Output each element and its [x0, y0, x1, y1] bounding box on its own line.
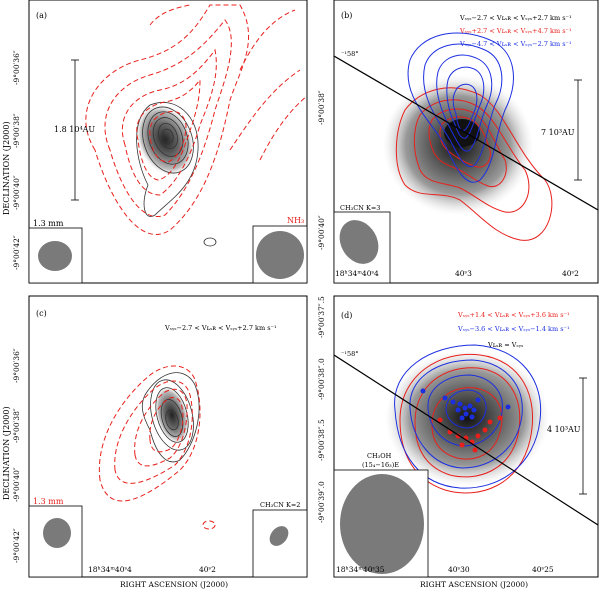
position-angle-line — [334, 354, 598, 526]
panel-b-frame — [333, 0, 599, 284]
svg-text:40ˢ30: 40ˢ30 — [448, 565, 470, 574]
continuum-contours — [136, 102, 217, 247]
panel-label: (a) — [36, 11, 47, 20]
scale-bar — [579, 377, 587, 495]
position-angle-label: ⁻¹58° — [341, 350, 359, 358]
legend-item: Vₛᵧₛ−2.7 < Vʟₛʀ < Vₛᵧₛ+2.7 km s⁻¹ — [459, 14, 572, 22]
beam-label-left: 1.3 mm — [33, 497, 64, 506]
svg-text:18ʰ34ᵐ40ˢ35: 18ʰ34ᵐ40ˢ35 — [336, 565, 385, 574]
panel-b: (b) Vₛᵧₛ−2.7 < Vʟₛʀ < Vₛᵧₛ+2.7 km s⁻¹ Vₛ… — [317, 0, 599, 284]
svg-text:-9°00′42″: -9°00′42″ — [12, 528, 21, 563]
legend-item: Vₛᵧₛ−4.7 < Vʟₛʀ < Vₛᵧₛ−2.7 km s⁻¹ — [459, 40, 572, 48]
continuum-map — [154, 385, 190, 445]
scale-bar — [574, 79, 582, 181]
legend-item: Vₛᵧₛ+1.4 < Vʟₛʀ < Vₛᵧₛ+3.6 km s⁻¹ — [457, 311, 570, 319]
beam-label: CH₃OH — [367, 452, 392, 460]
y-ticks: -9°00′37″.5 -9°00′38″.0 -9°00′38″.5 -9°0… — [317, 296, 326, 523]
svg-text:-9°00′40″: -9°00′40″ — [12, 467, 21, 502]
x-ticks: 18ʰ34ᵐ40ˢ4 40ˢ2 — [88, 565, 216, 574]
svg-text:18ʰ34ᵐ40ˢ4: 18ʰ34ᵐ40ˢ4 — [88, 565, 132, 574]
panel-c-frame — [28, 295, 308, 578]
continuum-contours — [141, 372, 200, 463]
ch3cn-contours — [98, 365, 216, 530]
scale-bar — [71, 59, 79, 201]
legend-item: Vₛᵧₛ−3.6 < Vʟₛʀ < Vₛᵧₛ−1.4 km s⁻¹ — [457, 325, 570, 333]
svg-text:-9°00′36″: -9°00′36″ — [12, 348, 21, 383]
position-angle-line — [334, 55, 598, 211]
beam-ellipse — [269, 526, 289, 546]
scale-bar-label: 7 10³AU — [541, 128, 575, 137]
x-axis-label: RIGHT ASCENSION (J2000) — [120, 580, 228, 589]
maser-spots — [420, 388, 511, 453]
svg-text:40ˢ2: 40ˢ2 — [199, 565, 216, 574]
x-axis-label: RIGHT ASCENSION (J2000) — [420, 580, 528, 589]
scale-bar-label: 1.8 10⁴AU — [54, 125, 95, 134]
svg-text:-9°00′38″.5: -9°00′38″.5 — [317, 419, 326, 461]
panel-label: (c) — [36, 309, 47, 318]
svg-text:40ˢ25: 40ˢ25 — [532, 565, 554, 574]
y-ticks: -9°00′38″ -9°00′40″ — [317, 90, 326, 250]
panel-d: (d) Vₛᵧₛ+1.4 < Vʟₛʀ < Vₛᵧₛ+3.6 km s⁻¹ Vₛ… — [317, 295, 599, 589]
x-ticks: 18ʰ34ᵐ40ˢ35 40ˢ30 40ˢ25 — [336, 565, 554, 574]
panel-a: (a) 1.8 10⁴AU 1.3 mm NH₃ -9°00′36″ -9°00… — [2, 0, 308, 284]
y-axis-label: DECLINATION (J2000) — [2, 406, 11, 500]
svg-text:-9°00′39″.0: -9°00′39″.0 — [317, 481, 326, 523]
beam-label-left: 1.3 mm — [33, 219, 64, 228]
panel-c: (c) Vₛᵧₛ−2.7 < Vʟₛʀ < Vₛᵧₛ+2.7 km s⁻¹ 1.… — [2, 295, 308, 589]
svg-text:18ʰ34ᵐ40ˢ4: 18ʰ34ᵐ40ˢ4 — [335, 269, 379, 278]
beam-ellipse — [38, 241, 72, 271]
legend-item: Vₛᵧₛ−2.7 < Vʟₛʀ < Vₛᵧₛ+2.7 km s⁻¹ — [164, 324, 277, 332]
svg-text:-9°00′38″.0: -9°00′38″.0 — [317, 358, 326, 400]
beam-ellipse — [340, 474, 424, 574]
svg-text:-9°00′38″: -9°00′38″ — [12, 408, 21, 443]
beam-label-right: CH₃CN K=2 — [260, 501, 300, 509]
beam-ellipse — [43, 518, 71, 548]
continuum-map — [134, 103, 196, 177]
svg-text:-9°00′40″: -9°00′40″ — [12, 175, 21, 210]
beam-ellipse — [339, 220, 379, 264]
nh3-contours — [85, 4, 307, 236]
panel-a-frame — [28, 0, 308, 284]
beam-label: CH₃CN K=3 — [340, 204, 380, 212]
scale-bar-label: 4 10³AU — [547, 425, 581, 434]
x-ticks: 18ʰ34ᵐ40ˢ4 40ˢ3 40ˢ2 — [335, 269, 579, 278]
legend-item: Vₛᵧₛ+2.7 < Vʟₛʀ < Vₛᵧₛ+4.7 km s⁻¹ — [459, 27, 572, 35]
svg-text:-9°00′38″: -9°00′38″ — [12, 113, 21, 148]
svg-text:-9°00′36″: -9°00′36″ — [12, 50, 21, 85]
continuum-map — [385, 350, 549, 486]
svg-text:-9°00′38″: -9°00′38″ — [317, 90, 326, 125]
y-axis-label: DECLINATION (J2000) — [2, 121, 11, 215]
position-angle-label: ⁻¹58° — [341, 50, 359, 58]
panel-d-frame — [333, 295, 599, 578]
y-ticks: -9°00′36″ -9°00′38″ -9°00′40″ -9°00′42″ — [12, 348, 21, 563]
beam-label: (15₄−16₃)E — [362, 461, 399, 469]
legend-item: Vʟₛʀ = Vₛᵧₛ — [487, 341, 523, 349]
svg-text:40ˢ3: 40ˢ3 — [455, 269, 472, 278]
panel-label: (d) — [341, 311, 352, 320]
y-ticks: -9°00′36″ -9°00′38″ -9°00′40″ -9°00′42″ — [12, 50, 21, 270]
beam-label-right: NH₃ — [287, 216, 304, 225]
panel-label: (b) — [341, 11, 352, 20]
beam-ellipse — [256, 231, 304, 279]
svg-text:-9°00′42″: -9°00′42″ — [12, 235, 21, 270]
blueshifted-contours — [394, 344, 542, 489]
svg-text:-9°00′37″.5: -9°00′37″.5 — [317, 296, 326, 338]
redshifted-contours — [399, 353, 534, 494]
svg-text:-9°00′40″: -9°00′40″ — [317, 215, 326, 250]
blueshifted-contours — [407, 32, 514, 183]
svg-text:40ˢ2: 40ˢ2 — [562, 269, 579, 278]
